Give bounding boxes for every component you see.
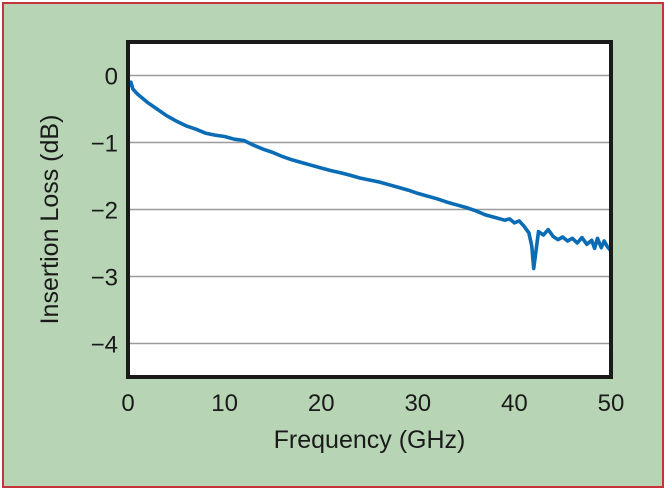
y-tick-label: −2 (91, 198, 118, 225)
x-axis-title: Frequency (GHz) (274, 426, 466, 454)
x-tick-label: 0 (121, 390, 134, 417)
x-tick-label: 30 (404, 390, 431, 417)
x-tick-label: 10 (211, 390, 238, 417)
grid-lines (128, 74, 611, 345)
y-tick-label: 0 (105, 64, 118, 91)
x-tick-labels: 0 10 20 30 40 50 (121, 390, 624, 417)
y-tick-labels: 0 −1 −2 −3 −4 (91, 64, 118, 359)
y-tick-label: −3 (91, 265, 118, 292)
plot-area-border (126, 40, 613, 379)
x-tick-label: 50 (598, 390, 625, 417)
x-tick-label: 40 (501, 390, 528, 417)
series-line-0 (127, 80, 613, 271)
y-tick-label: −4 (91, 332, 118, 359)
y-axis-title: Insertion Loss (dB) (36, 115, 64, 325)
series-layer (127, 80, 613, 271)
x-tick-label: 20 (308, 390, 335, 417)
y-tick-label: −1 (91, 131, 118, 158)
